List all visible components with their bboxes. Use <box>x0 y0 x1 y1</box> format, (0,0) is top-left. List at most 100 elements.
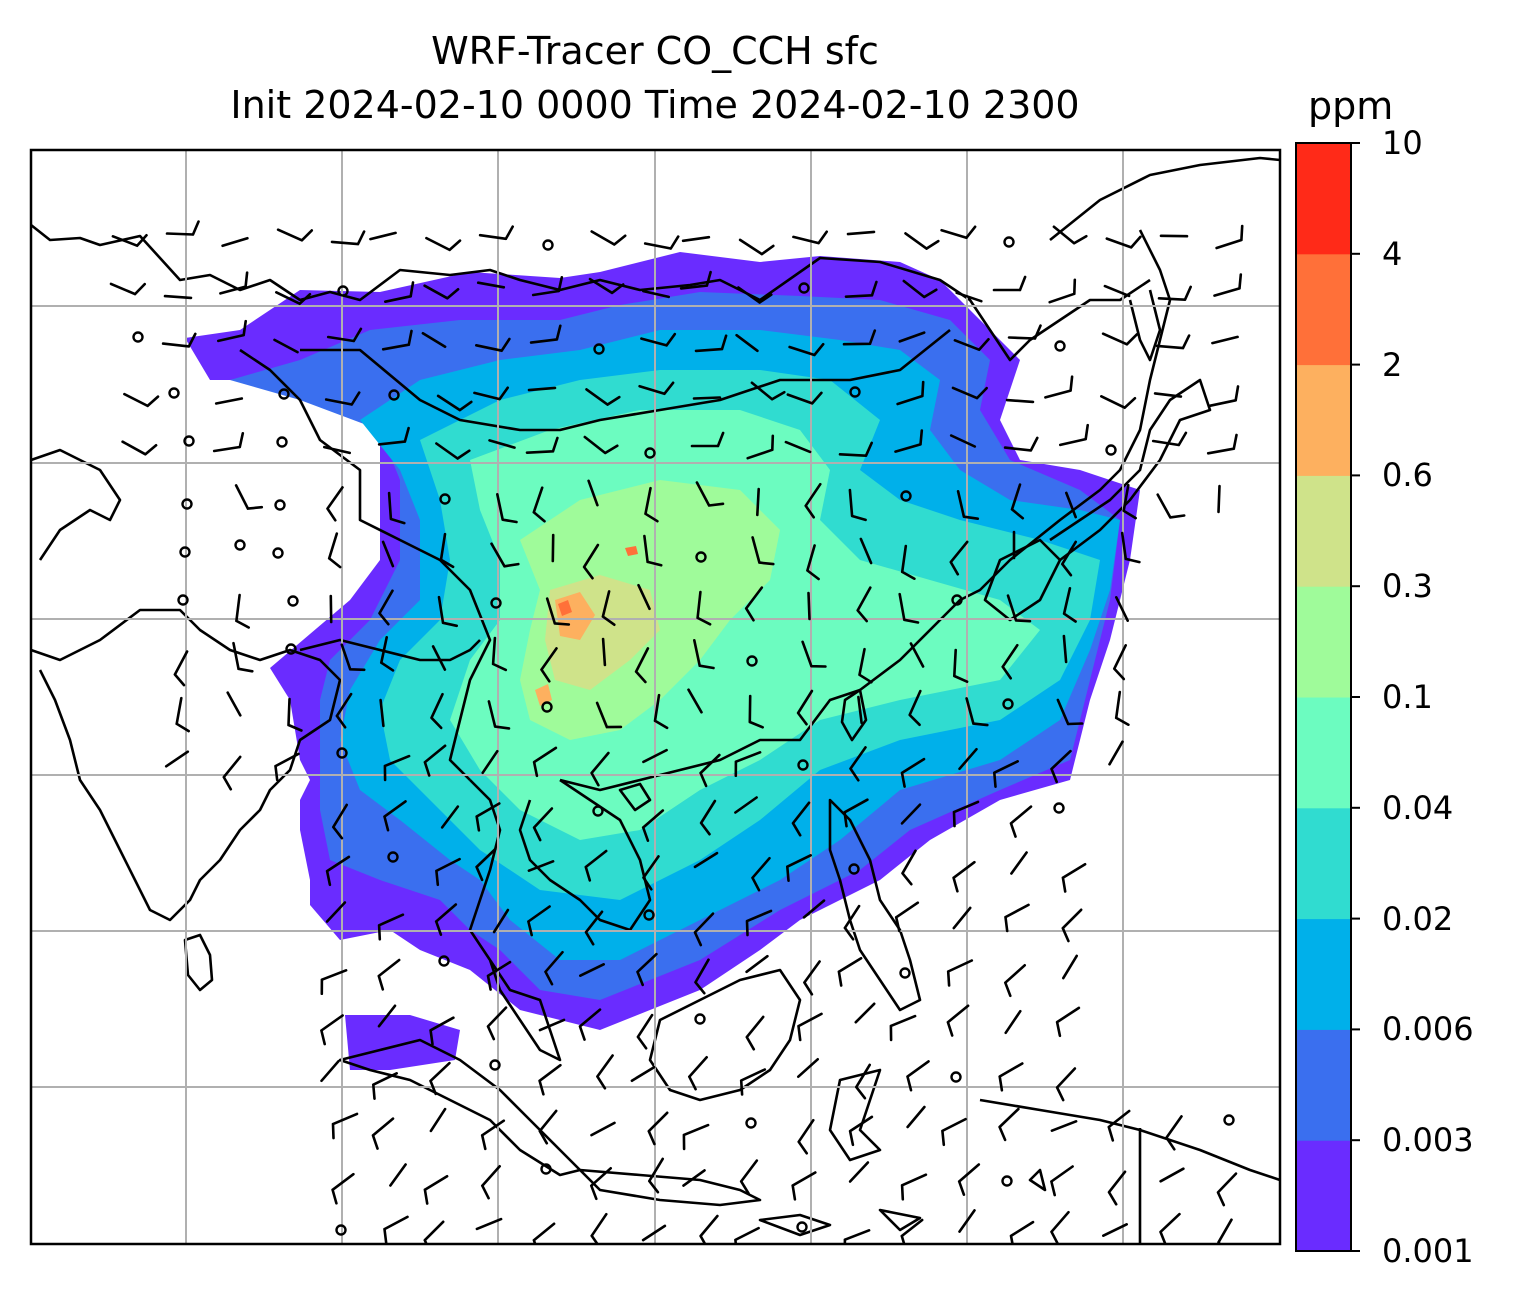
wind-barb <box>699 753 721 788</box>
wind-barb <box>955 291 983 303</box>
colorbar-tick-label: 2 <box>1382 345 1403 384</box>
wind-barb <box>372 1072 398 1100</box>
wind-barb <box>745 954 769 974</box>
wind-barb <box>909 642 925 668</box>
wind-barb <box>693 912 715 947</box>
wind-barb <box>1165 1115 1183 1151</box>
wind-barb <box>481 749 499 775</box>
wind-barb <box>1055 1006 1081 1038</box>
wind-barb <box>164 750 190 768</box>
wind-barb <box>1062 954 1078 980</box>
calm-wind-circle <box>489 1059 501 1071</box>
wind-barb <box>692 396 722 400</box>
calm-wind-circle <box>542 239 554 251</box>
wind-barb <box>475 337 511 352</box>
calm-wind-circle <box>387 851 399 863</box>
calm-wind-circle <box>746 655 758 667</box>
calm-wind-circle <box>1002 698 1014 710</box>
wind-barb <box>439 532 455 569</box>
wind-barb <box>958 1209 976 1233</box>
wind-barb <box>682 1169 706 1187</box>
calm-wind-circle <box>951 594 963 606</box>
wind-barb <box>687 688 703 714</box>
wind-barb <box>487 700 511 730</box>
wind-barb <box>682 1123 710 1151</box>
wind-barb <box>797 1058 819 1078</box>
calm-wind-circle <box>541 701 553 713</box>
wind-barb <box>908 689 922 727</box>
wind-barb <box>111 234 148 247</box>
wind-barb <box>1004 964 1026 998</box>
wind-barb <box>848 488 867 522</box>
wind-barb <box>894 901 920 933</box>
wind-barb <box>848 1115 874 1147</box>
wind-barb <box>1010 483 1025 520</box>
wind-barb <box>326 327 363 343</box>
calm-wind-circle <box>899 967 911 979</box>
wind-barb <box>544 950 564 986</box>
wind-barb <box>904 232 940 250</box>
wind-barb <box>383 1215 409 1244</box>
calm-wind-circle <box>438 955 450 967</box>
wind-barb <box>642 855 660 891</box>
wind-barb <box>648 1157 664 1194</box>
coastline-vietnam <box>518 778 652 932</box>
wind-barb <box>590 1212 608 1244</box>
gridlines <box>31 150 1280 1244</box>
wind-barb <box>1001 643 1019 680</box>
calm-wind-circle <box>540 1163 552 1175</box>
wind-barb <box>540 647 558 683</box>
wind-barb <box>389 1163 407 1187</box>
field-level-9b <box>625 546 638 556</box>
wind-barb <box>993 760 1019 788</box>
coastline-sulawesi <box>828 1068 882 1162</box>
wind-barbs <box>109 220 1244 1244</box>
wind-barb <box>843 1229 871 1244</box>
wind-barb <box>1113 644 1127 681</box>
wind-barb <box>590 230 627 246</box>
wind-barb <box>797 1012 823 1042</box>
wind-barb <box>331 1112 359 1140</box>
wind-barb <box>475 847 497 882</box>
wind-barb <box>1102 1223 1128 1237</box>
calm-wind-circle <box>272 547 284 559</box>
wind-barb <box>1065 491 1077 519</box>
wind-barb <box>371 1117 395 1150</box>
wind-barb <box>896 380 925 406</box>
wind-barb <box>644 486 659 523</box>
wind-barb <box>1006 594 1032 623</box>
wind-barb <box>748 694 764 729</box>
wind-barb <box>491 636 508 672</box>
wind-barb <box>998 1062 1024 1092</box>
wind-barb <box>324 391 361 406</box>
wind-barb <box>475 802 501 832</box>
wind-barb <box>431 645 447 671</box>
wind-barb <box>109 282 146 296</box>
wind-barb <box>423 1220 445 1244</box>
wind-barb <box>1115 596 1129 622</box>
wind-barb <box>486 1006 508 1041</box>
colorbar-segment <box>1296 143 1351 255</box>
wind-barb <box>480 1119 506 1151</box>
calm-wind-circle <box>168 387 180 399</box>
wind-barb <box>527 860 555 872</box>
wind-barb <box>940 225 977 240</box>
field-level-8b <box>535 684 552 706</box>
wind-barb <box>287 697 303 732</box>
wind-barb <box>532 807 554 842</box>
wind-barb <box>637 583 651 611</box>
wind-barb <box>1050 1210 1070 1244</box>
wind-barb <box>435 857 461 887</box>
colorbar-tick-label: 0.6 <box>1382 456 1433 495</box>
wind-barb <box>525 436 559 454</box>
wind-barb <box>545 597 571 626</box>
calm-wind-circle <box>181 498 193 510</box>
colorbar-segment <box>1296 253 1351 366</box>
wind-barb <box>849 746 867 782</box>
wind-barb <box>900 1173 928 1201</box>
wind-barb <box>217 319 247 343</box>
wind-barb <box>791 1171 817 1201</box>
wind-barb <box>900 1218 924 1244</box>
wind-barb <box>473 386 509 401</box>
wind-barb <box>696 590 712 626</box>
